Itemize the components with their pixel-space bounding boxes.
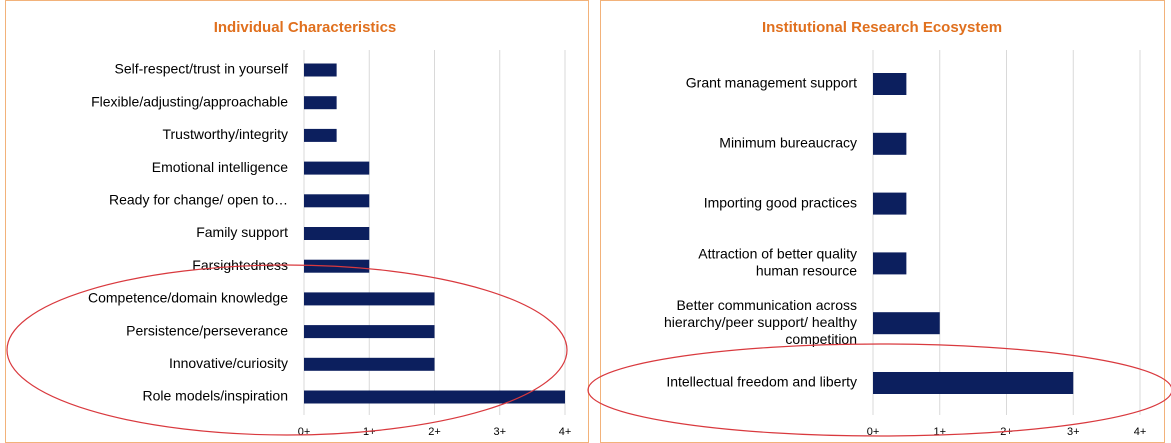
- y-tick-label: Better communication across: [676, 297, 857, 313]
- y-tick-label: Family support: [196, 224, 288, 240]
- panel: [5, 0, 589, 443]
- bar: [873, 73, 907, 95]
- x-tick-label: 1+: [363, 426, 376, 438]
- chart-title: Individual Characteristics: [214, 19, 397, 36]
- bar: [873, 192, 907, 215]
- bar: [304, 161, 370, 175]
- bar: [304, 194, 370, 208]
- y-tick-label: Minimum bureaucracy: [719, 135, 857, 151]
- y-tick-label: Persistence/perseverance: [126, 322, 288, 338]
- y-tick-label: hierarchy/peer support/ healthy: [664, 314, 857, 330]
- bar: [304, 357, 435, 371]
- x-tick-label: 3+: [493, 426, 506, 438]
- y-tick-label: Trustworthy/integrity: [162, 126, 288, 142]
- bar: [873, 132, 907, 155]
- y-tick-label: Competence/domain knowledge: [88, 290, 288, 306]
- y-tick-label: Grant management support: [686, 75, 857, 91]
- bar: [304, 390, 565, 404]
- bar: [304, 128, 337, 142]
- y-tick-label: Innovative/curiosity: [169, 355, 288, 371]
- bar: [873, 312, 940, 335]
- y-tick-label: Farsightedness: [192, 257, 288, 273]
- y-tick-label: competition: [785, 331, 857, 347]
- highlight-ellipse: [587, 343, 1171, 437]
- y-tick-label: Flexible/adjusting/approachable: [91, 93, 288, 109]
- bar: [304, 63, 337, 77]
- x-tick-label: 0+: [867, 426, 880, 438]
- y-tick-label: Ready for change/ open to…: [109, 192, 288, 208]
- x-tick-label: 4+: [1134, 426, 1147, 438]
- y-tick-label: Intellectual freedom and liberty: [666, 374, 857, 390]
- chart-title: Institutional Research Ecosystem: [762, 19, 1002, 36]
- y-tick-label: Attraction of better quality: [698, 246, 857, 262]
- bar: [304, 227, 370, 240]
- bar: [873, 372, 1074, 394]
- x-tick-label: 2+: [428, 426, 441, 438]
- x-tick-label: 4+: [559, 426, 572, 438]
- x-tick-label: 1+: [933, 426, 946, 438]
- y-tick-label: Role models/inspiration: [142, 388, 288, 404]
- y-tick-label: Emotional intelligence: [152, 159, 288, 175]
- bar: [304, 96, 337, 110]
- x-tick-label: 0+: [298, 426, 311, 438]
- bar: [304, 292, 435, 306]
- y-tick-label: Self-respect/trust in yourself: [114, 61, 288, 77]
- bar: [304, 325, 435, 339]
- y-tick-label: human resource: [756, 263, 857, 279]
- x-tick-label: 3+: [1067, 426, 1080, 438]
- highlight-ellipse: [6, 264, 568, 436]
- plots: 0+ 1+ 2+ 3+ 4+ Self-respect/trust in yourself…: [88, 50, 1146, 438]
- bar: [873, 252, 907, 275]
- y-tick-label: Importing good practices: [704, 194, 857, 210]
